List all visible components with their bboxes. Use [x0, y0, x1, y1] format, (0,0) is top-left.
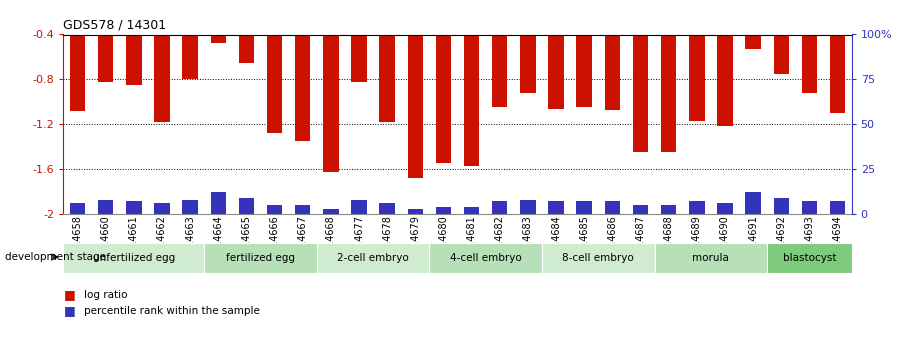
Bar: [98, 199, 113, 214]
Bar: [830, 34, 845, 113]
Bar: [660, 205, 677, 214]
Bar: [718, 34, 733, 126]
Bar: [154, 203, 169, 214]
Text: log ratio: log ratio: [84, 290, 128, 300]
Text: blastocyst: blastocyst: [783, 253, 836, 263]
Bar: [660, 34, 677, 152]
Bar: [380, 203, 395, 214]
Bar: [210, 34, 226, 43]
Bar: [689, 201, 705, 214]
Bar: [548, 34, 564, 108]
Bar: [126, 201, 141, 214]
Text: ■: ■: [63, 288, 75, 302]
Bar: [154, 34, 169, 122]
Text: 4-cell embryo: 4-cell embryo: [449, 253, 522, 263]
Bar: [774, 198, 789, 214]
Bar: [576, 201, 592, 214]
Bar: [429, 243, 542, 273]
Bar: [126, 34, 141, 85]
Text: unfertilized egg: unfertilized egg: [92, 253, 175, 263]
Bar: [98, 34, 113, 81]
Bar: [632, 205, 649, 214]
Bar: [380, 34, 395, 122]
Bar: [70, 203, 85, 214]
Bar: [520, 199, 535, 214]
Bar: [548, 201, 564, 214]
Bar: [542, 243, 654, 273]
Bar: [238, 34, 255, 62]
Bar: [70, 34, 85, 111]
Text: 8-cell embryo: 8-cell embryo: [563, 253, 634, 263]
Bar: [266, 34, 283, 133]
Bar: [295, 205, 311, 214]
Bar: [492, 201, 507, 214]
Bar: [802, 201, 817, 214]
Bar: [352, 34, 367, 81]
Bar: [408, 34, 423, 178]
Bar: [266, 205, 283, 214]
Bar: [718, 203, 733, 214]
Bar: [204, 243, 317, 273]
Text: GDS578 / 14301: GDS578 / 14301: [63, 19, 167, 32]
Bar: [464, 34, 479, 166]
Bar: [492, 34, 507, 107]
Bar: [323, 34, 339, 172]
Bar: [436, 207, 451, 214]
Bar: [464, 207, 479, 214]
Bar: [632, 34, 649, 152]
Text: development stage: development stage: [5, 252, 105, 262]
Bar: [520, 34, 535, 93]
Bar: [352, 199, 367, 214]
Text: ■: ■: [63, 304, 75, 317]
Text: percentile rank within the sample: percentile rank within the sample: [84, 306, 260, 315]
Bar: [746, 34, 761, 49]
Bar: [604, 201, 620, 214]
Text: morula: morula: [692, 253, 729, 263]
Bar: [576, 34, 592, 107]
Bar: [323, 208, 339, 214]
Bar: [408, 208, 423, 214]
Bar: [767, 243, 852, 273]
Bar: [295, 34, 311, 141]
Bar: [182, 34, 198, 79]
Bar: [63, 243, 204, 273]
Text: 2-cell embryo: 2-cell embryo: [337, 253, 409, 263]
Bar: [604, 34, 620, 110]
Bar: [774, 34, 789, 74]
Bar: [746, 193, 761, 214]
Bar: [317, 243, 429, 273]
Bar: [689, 34, 705, 121]
Bar: [802, 34, 817, 93]
Bar: [436, 34, 451, 164]
Bar: [238, 198, 255, 214]
Bar: [210, 193, 226, 214]
Bar: [654, 243, 767, 273]
Text: fertilized egg: fertilized egg: [226, 253, 295, 263]
Bar: [182, 199, 198, 214]
Bar: [830, 201, 845, 214]
